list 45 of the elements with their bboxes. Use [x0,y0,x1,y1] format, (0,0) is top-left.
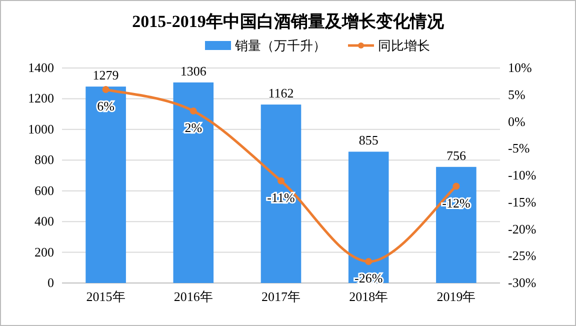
x-tick-label: 2017年 [262,289,300,304]
point [190,108,197,114]
y-tick-label: 1400 [28,60,54,75]
point [365,258,372,265]
y-tick-label: 800 [34,152,54,168]
point [102,86,110,93]
x-tick-label: 2015年 [86,289,126,304]
y2-tick-label: -5% [508,140,530,156]
data-label: 1279 [92,68,119,83]
data-label: -26% [354,270,383,286]
point [452,182,460,190]
y-tick-label: 200 [34,244,54,260]
y-tick-label: 0 [48,275,54,290]
y2-tick-label: -15% [508,194,536,210]
y-tick-label: 1000 [28,121,54,136]
point [278,177,284,184]
bar [173,82,214,283]
chart-title: 2015-2019年中国白酒销量及增长变化情况 [132,12,445,31]
data-label: 855 [358,132,378,148]
data-label: 2% [184,120,202,135]
data-label: -11% [267,190,296,205]
y2-tick-label: -10% [508,168,536,182]
legend-label: 销量（万千升） [234,38,326,53]
y2-tick-label: -20% [508,221,536,236]
x-tick-label: 2019年 [436,289,476,304]
legend-label: 同比增长 [378,38,430,53]
y-tick-label: 600 [34,182,54,198]
data-label: 6% [97,98,115,114]
y2-tick-label: 0% [508,114,526,129]
data-label: 1162 [268,86,294,101]
y2-tick-label: -30% [508,275,536,290]
y2-tick-label: 10% [508,60,532,75]
bar [260,104,302,283]
y-tick-label: 1200 [28,90,54,106]
y2-tick-label: -25% [508,248,536,264]
x-tick-label: 2016年 [174,289,213,304]
data-label: 1306 [180,63,207,78]
bar [86,86,126,283]
data-label: 756 [446,148,466,163]
x-tick-label: 2018年 [349,289,388,304]
data-label: -12% [442,195,470,210]
y-tick-label: 400 [34,214,54,229]
bar [348,152,389,283]
bar [436,166,476,283]
y2-tick-label: 5% [508,86,526,102]
